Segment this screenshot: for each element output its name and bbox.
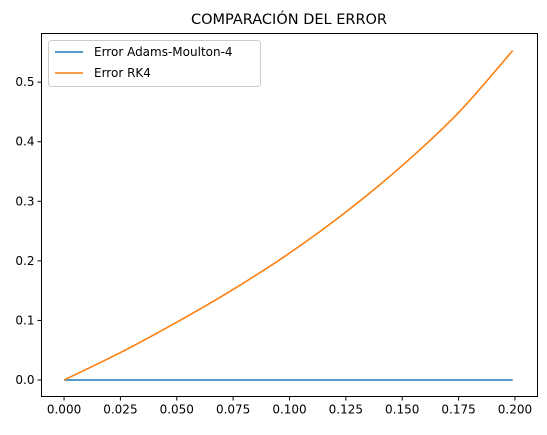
y-tick-label: 0.1 xyxy=(15,313,34,327)
y-axis: 0.0 0.1 0.2 0.3 0.4 0.5 xyxy=(15,75,42,387)
y-tick-label: 0.5 xyxy=(15,75,34,89)
legend: Error Adams-Moulton-4 Error RK4 xyxy=(48,40,261,87)
x-tick-label: 0.000 xyxy=(47,403,81,417)
legend-box xyxy=(48,40,261,87)
x-tick-label: 0.200 xyxy=(498,403,532,417)
x-tick-label: 0.075 xyxy=(216,403,250,417)
y-tick-label: 0.3 xyxy=(15,194,34,208)
y-tick-label: 0.2 xyxy=(15,254,34,268)
x-tick-label: 0.100 xyxy=(272,403,306,417)
chart-title: COMPARACIÓN DEL ERROR xyxy=(191,10,387,28)
x-tick-label: 0.050 xyxy=(160,403,194,417)
axes-frame xyxy=(41,33,538,397)
y-tick-label: 0.0 xyxy=(15,373,34,387)
x-tick-label: 0.175 xyxy=(441,403,475,417)
x-tick-label: 0.150 xyxy=(385,403,419,417)
plot-lines xyxy=(63,50,514,381)
x-tick-label: 0.125 xyxy=(329,403,363,417)
x-axis: 0.000 0.025 0.050 0.075 0.100 0.125 0.150 0.175… xyxy=(47,396,532,417)
y-tick-label: 0.4 xyxy=(15,135,34,149)
legend-label-adams-moulton: Error Adams-Moulton-4 xyxy=(94,45,233,59)
series-line-1 xyxy=(63,50,514,381)
legend-label-rk4: Error RK4 xyxy=(94,66,151,80)
x-tick-label: 0.025 xyxy=(103,403,137,417)
